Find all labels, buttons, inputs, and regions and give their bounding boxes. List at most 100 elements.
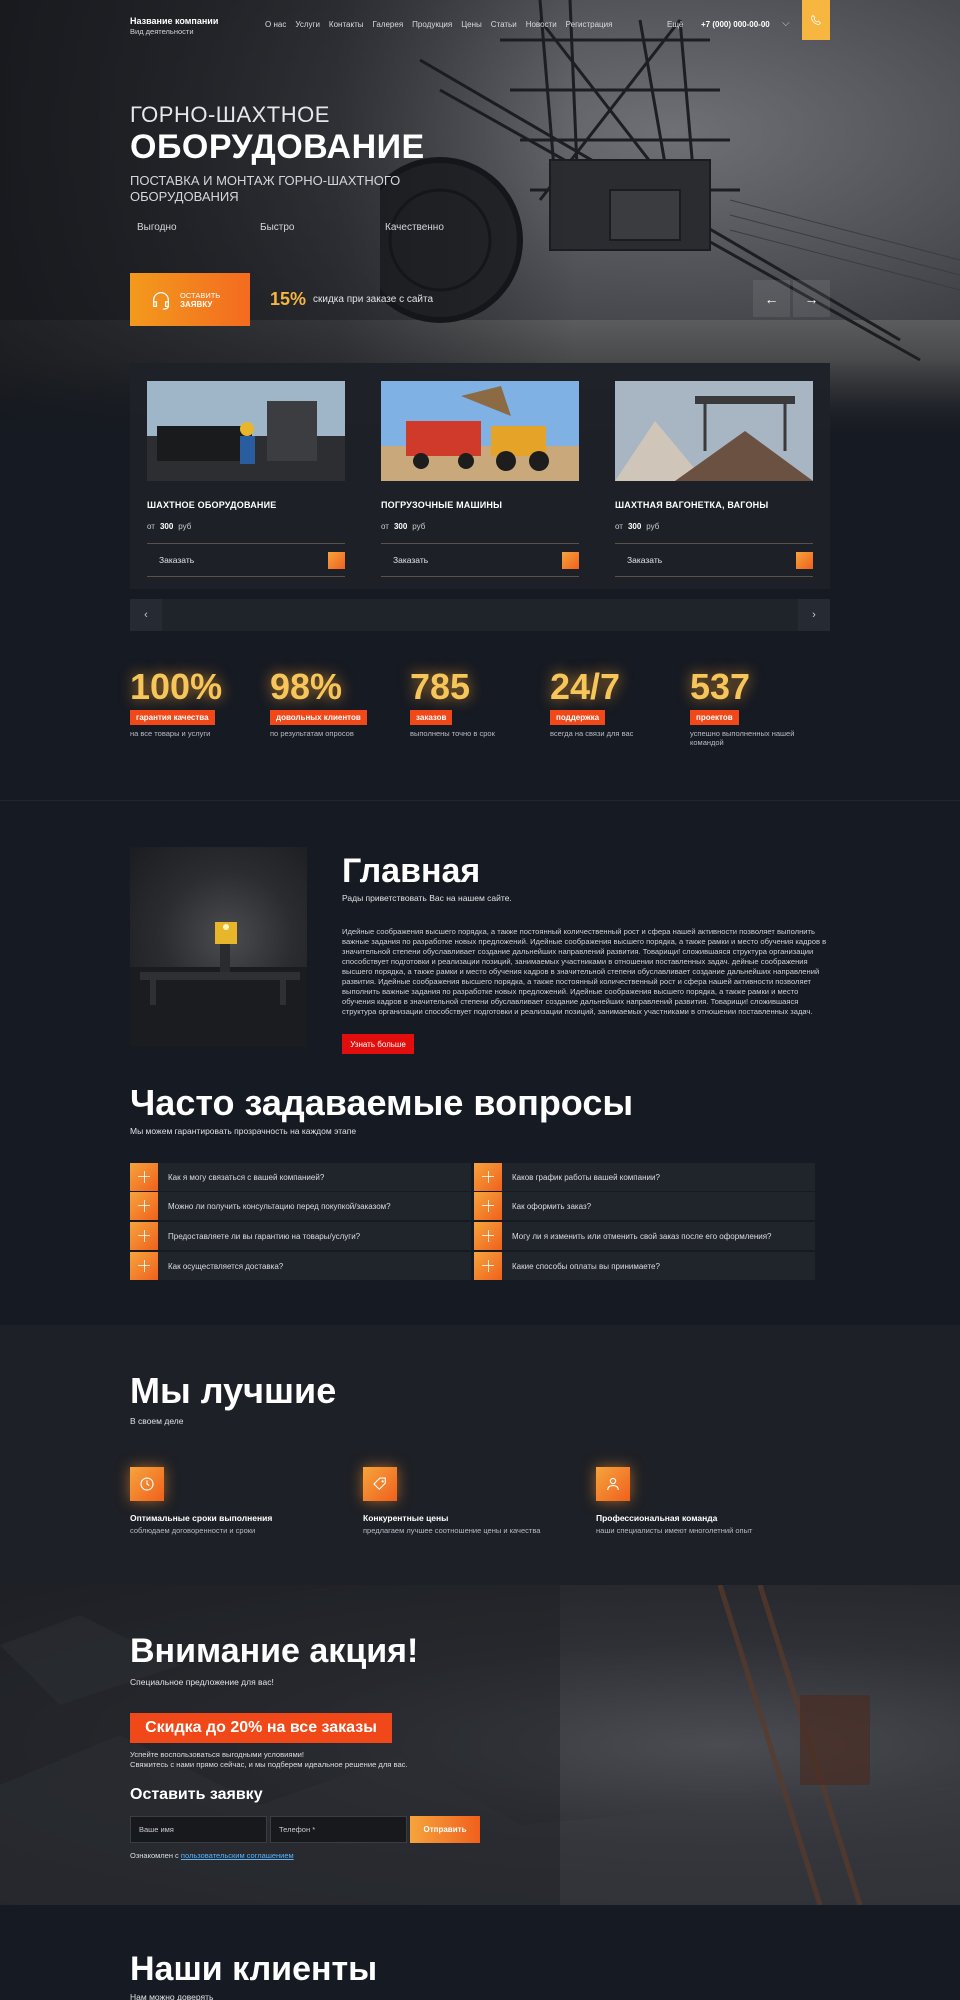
order-button[interactable]: Заказать [381, 543, 579, 577]
advantage-item: Быстро [260, 222, 295, 233]
plus-icon [474, 1192, 502, 1220]
faq-item[interactable]: Какие способы оплаты вы принимаете? [474, 1252, 815, 1280]
order-arrow-icon [328, 551, 345, 569]
nav-item-products[interactable]: Продукция [412, 20, 453, 29]
product-title: ШАХТНАЯ ВАГОНЕТКА, ВАГОНЫ [615, 500, 769, 510]
callback-button[interactable] [802, 0, 830, 40]
feature-item: Профессиональная команда наши специалист… [596, 1467, 826, 1535]
brand-name[interactable]: Название компании [130, 16, 219, 26]
stat-number: 785 [410, 666, 471, 707]
hero-title: ОБОРУДОВАНИЕ [130, 128, 425, 166]
stat-number: 100% [130, 666, 223, 707]
hero-title-small: ГОРНО-ШАХТНОЕ [130, 102, 330, 127]
team-icon [596, 1467, 630, 1501]
faq-item[interactable]: Предоставляете ли вы гарантию на товары/… [130, 1222, 471, 1250]
carousel-prev-icon[interactable]: ‹ [130, 599, 162, 631]
feature-item: Оптимальные сроки выполнения соблюдаем д… [130, 1467, 360, 1535]
promo-title: Внимание акция! [130, 1632, 419, 1670]
hero-prev-arrow-icon[interactable]: ← [753, 280, 790, 317]
promo-subtitle: Специальное предложение для вас! [130, 1677, 274, 1687]
about-text: Идейные соображения высшего порядка, а т… [342, 927, 827, 1016]
brand-subtitle: Вид деятельности [130, 27, 194, 36]
stat-number: 537 [690, 666, 751, 707]
order-label: Заказать [159, 555, 195, 565]
name-input[interactable] [130, 1816, 267, 1843]
mine-photo [130, 922, 307, 1047]
faq-title: Часто задаваемые вопросы [130, 1082, 634, 1123]
product-card[interactable]: ШАХТНАЯ ВАГОНЕТКА, ВАГОНЫ от 300 руб Заказ… [615, 381, 813, 577]
promo-text: Успейте воспользоваться выгодными услови… [130, 1750, 470, 1770]
faq-question: Как оформить заказ? [512, 1201, 592, 1211]
clients-title: Наши клиенты [130, 1950, 378, 1988]
section-divider [0, 800, 960, 801]
send-button[interactable]: Отправить [410, 1816, 480, 1843]
faq-item[interactable]: Как оформить заказ? [474, 1192, 815, 1220]
product-image [147, 381, 345, 481]
nav-item-services[interactable]: Услуги [295, 20, 320, 29]
plus-icon [474, 1163, 502, 1191]
stat-label: гарантия качества [130, 710, 215, 725]
advantage-item: Качественно [385, 222, 444, 233]
products-carousel: ШАХТНОЕ ОБОРУДОВАНИЕ от 300 руб Заказать П… [130, 363, 830, 589]
nav-item-prices[interactable]: Цены [461, 20, 482, 29]
about-subtitle: Рады приветствовать Вас на нашем сайте. [342, 893, 512, 903]
price-value: 300 [627, 522, 642, 531]
stat-number: 98% [270, 666, 343, 707]
chevron-down-icon[interactable]: ⌵ [782, 18, 790, 29]
price-currency: руб [646, 522, 660, 531]
price-prefix: от [147, 522, 155, 531]
best-section [0, 1325, 960, 1585]
nav-item-news[interactable]: Новости [525, 20, 557, 29]
price-currency: руб [412, 522, 426, 531]
order-button[interactable]: Заказать [147, 543, 345, 577]
faq-question: Как я могу связаться с вашей компанией? [168, 1172, 325, 1182]
hero-next-arrow-icon[interactable]: → [793, 280, 830, 317]
header-phone[interactable]: +7 (000) 000-00-00 [701, 20, 770, 29]
leave-request-button[interactable]: ОСТАВИТЬ ЗАЯВКУ [130, 273, 250, 326]
faq-question: Можно ли получить консультацию перед пок… [168, 1201, 391, 1211]
product-card[interactable]: ШАХТНОЕ ОБОРУДОВАНИЕ от 300 руб Заказать [147, 381, 345, 577]
faq-question: Как осуществляется доставка? [168, 1261, 284, 1271]
order-label: Заказать [627, 555, 663, 565]
faq-item[interactable]: Как я могу связаться с вашей компанией? [130, 1163, 471, 1191]
discount-text: скидка при заказе с сайта [313, 294, 434, 305]
nav-item-registration[interactable]: Регистрация [565, 20, 613, 29]
faq-item[interactable]: Как осуществляется доставка? [130, 1252, 471, 1280]
carousel-next-icon[interactable]: › [798, 599, 830, 631]
agreement-text: Ознакомлен с пользовательским соглашение… [130, 1851, 294, 1860]
nav-item-articles[interactable]: Статьи [490, 20, 517, 29]
order-button[interactable]: Заказать [615, 543, 813, 577]
phone-input[interactable] [270, 1816, 407, 1843]
stat-description: выполнены точно в срок [410, 729, 495, 738]
nav-item-gallery[interactable]: Галерея [372, 20, 404, 29]
discount-value: 15% [270, 289, 307, 309]
product-card[interactable]: ПОГРУЗОЧНЫЕ МАШИНЫ от 300 руб Заказать [381, 381, 579, 577]
order-arrow-icon [562, 551, 579, 569]
hero-subtitle: ПОСТАВКА И МОНТАЖ ГОРНО-ШАХТНОГО ОБОРУДО… [130, 173, 401, 204]
faq-item[interactable]: Можно ли получить консультацию перед пок… [130, 1192, 471, 1220]
agreement-link[interactable]: пользовательским соглашением [180, 1851, 294, 1860]
headset-icon [153, 291, 169, 310]
nav-item-about[interactable]: О нас [265, 20, 287, 29]
faq-question: Предоставляете ли вы гарантию на товары/… [168, 1231, 361, 1241]
promo-text-line: Успейте воспользоваться выгодными услови… [130, 1750, 305, 1759]
promo-background-image [0, 1585, 960, 1905]
promo-text-line: Свяжитесь с нами прямо сейчас, и мы подб… [130, 1760, 408, 1769]
feature-desc: наши специалисты имеют многолетний опыт [596, 1526, 753, 1535]
stat-label: довольных клиентов [270, 710, 367, 725]
nav-item-contacts[interactable]: Контакты [328, 20, 364, 29]
nav-more-link[interactable]: Ещё [667, 20, 684, 29]
learn-more-button[interactable]: Узнать больше [342, 1034, 414, 1054]
stat-label: заказов [410, 710, 453, 725]
best-title: Мы лучшие [130, 1370, 337, 1411]
stat-label: проектов [690, 710, 739, 725]
stat-label: поддержка [550, 710, 606, 725]
stat-description: успешно выполненных нашей командой [690, 729, 795, 747]
price-value: 300 [159, 522, 174, 531]
faq-item[interactable]: Могу ли я изменить или отменить свой зак… [474, 1222, 815, 1250]
price-prefix: от [615, 522, 623, 531]
faq-item[interactable]: Каков график работы вашей компании? [474, 1163, 815, 1191]
price-value: 300 [393, 522, 408, 531]
plus-icon [474, 1252, 502, 1280]
plus-icon [474, 1222, 502, 1250]
